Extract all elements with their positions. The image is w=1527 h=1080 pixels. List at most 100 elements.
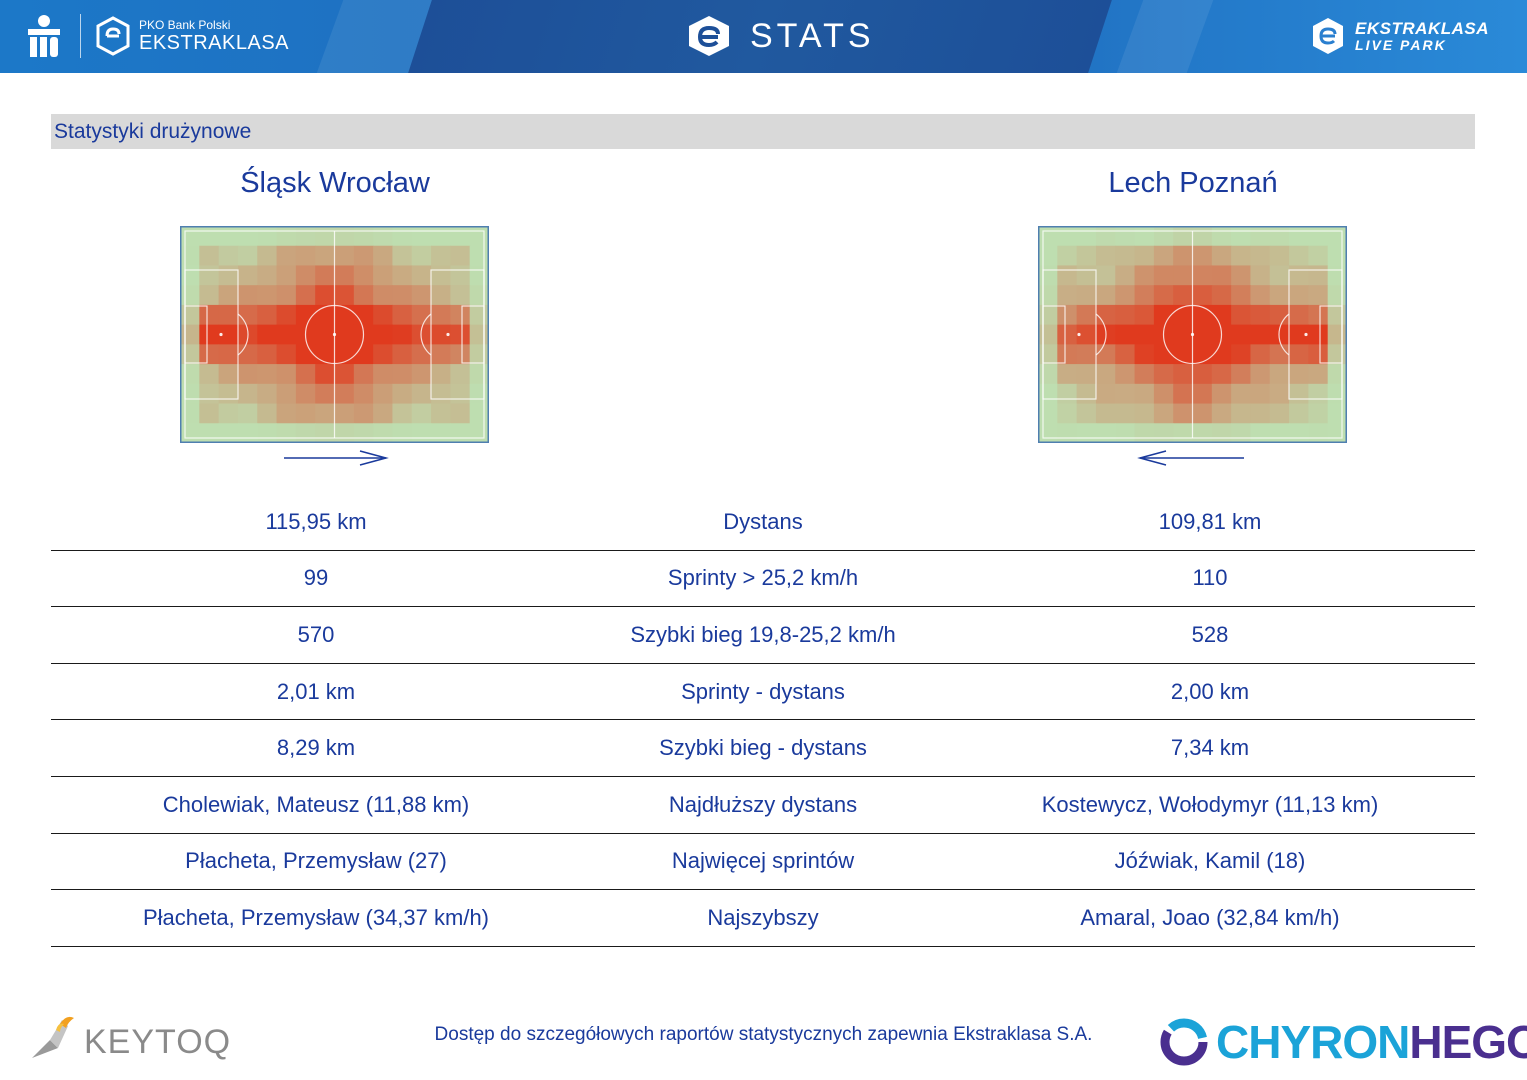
away-value: 528 xyxy=(1191,621,1229,647)
heatmap-cell xyxy=(1192,403,1213,424)
heatmap-cell xyxy=(199,226,220,247)
heatmap-cell xyxy=(1231,226,1251,247)
heatmap-cell xyxy=(1095,245,1116,266)
away-value: Kostewycz, Wołodymyr (11,13 km) xyxy=(1041,791,1379,817)
heatmap-cell xyxy=(1153,285,1174,306)
heatmap-cell xyxy=(1038,344,1058,365)
heatmap-cell xyxy=(450,364,471,385)
heatmap-cell xyxy=(257,383,278,405)
heatmap-cell xyxy=(1231,383,1251,405)
logo-league-text: EKSTRAKLASA xyxy=(139,32,290,54)
away-value: 2,00 km xyxy=(1170,678,1250,704)
heatmap-cell xyxy=(450,403,471,424)
heatmap-cell xyxy=(276,304,297,326)
heatmap-cell xyxy=(1308,304,1329,326)
heatmap-cell xyxy=(237,265,258,286)
heatmap-cell xyxy=(315,324,335,345)
heatmap-cell xyxy=(1076,423,1097,443)
heatmap-cell xyxy=(450,245,471,266)
heatmap-cell xyxy=(218,324,239,345)
stat-label: Dystans xyxy=(723,508,803,534)
heatmap-cell xyxy=(315,226,335,247)
heatmap-cell xyxy=(237,423,258,443)
heatmap-cell xyxy=(218,383,239,405)
heatmap-cell xyxy=(1231,324,1251,345)
heatmap-cell xyxy=(1192,423,1213,443)
pitch-border xyxy=(1038,226,1347,443)
heatmap-cell xyxy=(1134,383,1155,405)
heatmap-cell xyxy=(315,304,335,326)
heatmap-cell xyxy=(237,226,258,247)
heatmap-cell xyxy=(1095,383,1116,405)
heatmap-cell xyxy=(1308,285,1329,306)
heatmap-cell xyxy=(1153,403,1174,424)
home-value: 115,95 km xyxy=(265,508,367,534)
heatmap-cell xyxy=(1057,265,1078,286)
heatmap-cell xyxy=(1038,245,1058,266)
heatmap-cell xyxy=(1115,383,1136,405)
heatmap-cell xyxy=(1289,285,1309,306)
heatmap-cell xyxy=(1153,383,1174,405)
heatmap-cell xyxy=(1250,383,1271,405)
heatmap-cell xyxy=(469,344,489,365)
heatmap-cell xyxy=(353,304,374,326)
heatmap-cell xyxy=(1308,245,1329,266)
away-value: Jóźwiak, Kamil (18) xyxy=(1114,848,1306,874)
heatmap-cell xyxy=(218,403,239,424)
heatmap-cell xyxy=(469,383,489,405)
heatmap-cell xyxy=(431,364,451,385)
pko-ekstraklasa-logo: PKO Bank Polski EKSTRAKLASA xyxy=(22,8,289,64)
stat-label: Szybki bieg - dystans xyxy=(659,735,867,761)
heatmap-cell xyxy=(1173,265,1193,286)
heatmap-cell xyxy=(218,364,239,385)
home-value: 99 xyxy=(303,565,329,591)
heatmap-cell xyxy=(1115,245,1136,266)
heatmap-cell xyxy=(1289,364,1309,385)
heatmap-cell xyxy=(180,304,200,326)
heatmap-cell xyxy=(450,226,471,247)
away-value: 109,81 km xyxy=(1158,508,1262,534)
heatmap-cell xyxy=(257,245,278,266)
heatmap-cell xyxy=(334,423,355,443)
heatmap-cell xyxy=(1076,285,1097,306)
footer-note: Dostęp do szczegółowych raportów statyst… xyxy=(434,1024,1093,1045)
heatmap-cell xyxy=(295,304,316,326)
heatmap-cell xyxy=(1192,364,1213,385)
live-park-line1: EKSTRAKLASA xyxy=(1355,18,1489,38)
away-value: 110 xyxy=(1192,565,1228,591)
heatmap-cell xyxy=(276,344,297,365)
heatmap-cell xyxy=(276,423,297,443)
heatmap-cell xyxy=(392,304,413,326)
heatmap-cell xyxy=(1153,344,1174,365)
heatmap-cell xyxy=(1134,344,1155,365)
heatmap-cell xyxy=(180,423,200,443)
heatmap-cell xyxy=(1173,304,1193,326)
heatmap-cell xyxy=(392,226,413,247)
heatmap-cell xyxy=(469,285,489,306)
heatmap-cell xyxy=(1173,324,1193,345)
heatmap-cell xyxy=(469,423,489,443)
chyronhego-ring-icon xyxy=(1160,1018,1208,1066)
stat-row: 8,29 km Szybki bieg - dystans 7,34 km xyxy=(51,720,1475,777)
heatmap-cell xyxy=(1134,285,1155,306)
heatmap-cell xyxy=(1173,245,1193,266)
heatmap-cell xyxy=(237,383,258,405)
heatmap-cell xyxy=(257,324,278,345)
heatmap-cell xyxy=(315,383,335,405)
heatmap-cell xyxy=(353,344,374,365)
heatmap-cell xyxy=(353,265,374,286)
heatmap-cell xyxy=(1038,285,1058,306)
heatmap-cell xyxy=(1269,304,1290,326)
heatmap-cell xyxy=(237,304,258,326)
heatmap-cell xyxy=(276,245,297,266)
heatmap-cell xyxy=(257,364,278,385)
stat-row: Płacheta, Przemysław (34,37 km/h) Najszyb… xyxy=(51,890,1475,947)
heatmap-cell xyxy=(276,265,297,286)
heatmap-cell xyxy=(1076,265,1097,286)
heatmap-cell xyxy=(411,423,432,443)
stat-row: 2,01 km Sprinty - dystans 2,00 km xyxy=(51,664,1475,721)
heatmap-cell xyxy=(1211,245,1232,266)
heatmap-cell xyxy=(1211,304,1232,326)
heatmap-cell xyxy=(469,364,489,385)
heatmap-cell xyxy=(180,383,200,405)
